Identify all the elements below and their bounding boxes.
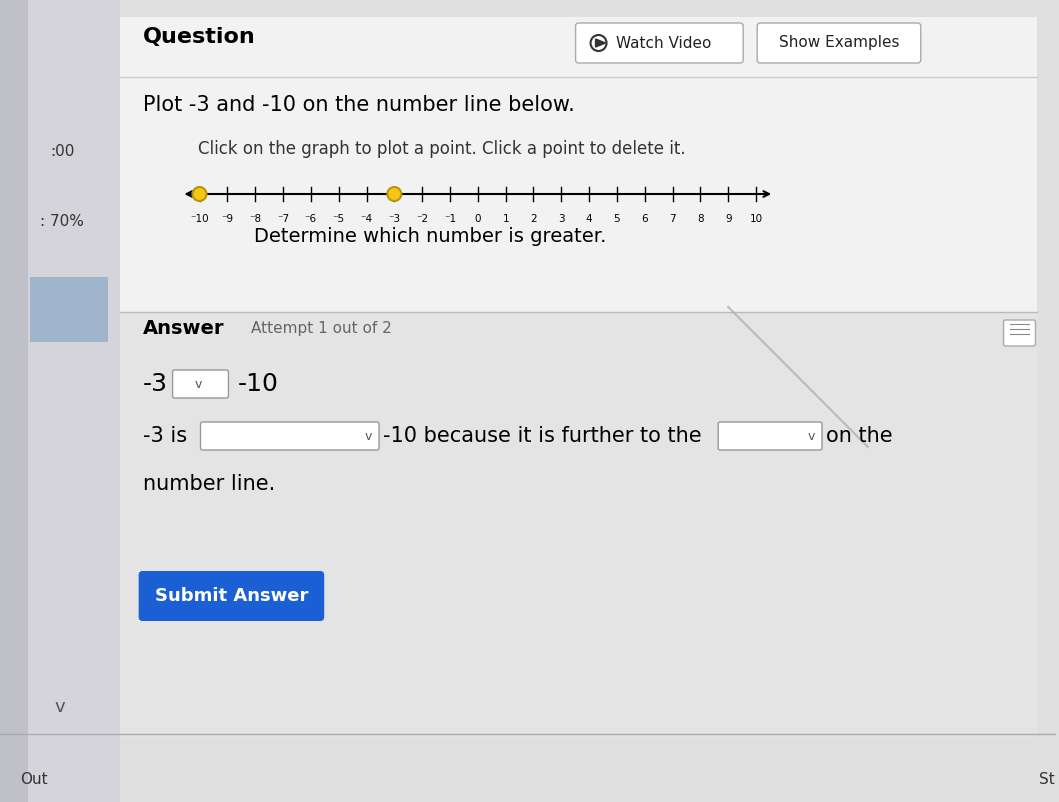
- Text: v: v: [808, 430, 815, 443]
- Circle shape: [193, 187, 207, 201]
- Text: 8: 8: [697, 214, 704, 224]
- Text: St: St: [1040, 772, 1055, 788]
- FancyBboxPatch shape: [757, 23, 920, 63]
- Text: ⁻2: ⁻2: [416, 214, 428, 224]
- Text: Out: Out: [20, 772, 48, 788]
- Text: 3: 3: [558, 214, 564, 224]
- FancyBboxPatch shape: [28, 0, 120, 802]
- Text: 0: 0: [474, 214, 481, 224]
- Text: ⁻3: ⁻3: [389, 214, 400, 224]
- Text: 2: 2: [531, 214, 537, 224]
- Text: 6: 6: [642, 214, 648, 224]
- Text: 10: 10: [750, 214, 762, 224]
- Circle shape: [388, 187, 401, 201]
- FancyBboxPatch shape: [120, 312, 1038, 737]
- Text: Submit Answer: Submit Answer: [155, 587, 308, 605]
- Polygon shape: [595, 39, 606, 47]
- Text: Attempt 1 out of 2: Attempt 1 out of 2: [251, 322, 392, 337]
- Text: ⁻5: ⁻5: [333, 214, 345, 224]
- FancyBboxPatch shape: [0, 0, 28, 802]
- Text: ⁻6: ⁻6: [305, 214, 317, 224]
- Text: ⁻10: ⁻10: [191, 214, 209, 224]
- Text: -3 is: -3 is: [143, 426, 186, 446]
- Text: -3: -3: [143, 372, 167, 396]
- Text: ⁻8: ⁻8: [249, 214, 262, 224]
- Text: Plot -3 and -10 on the number line below.: Plot -3 and -10 on the number line below…: [143, 95, 574, 115]
- Text: ⁻1: ⁻1: [444, 214, 456, 224]
- Text: 9: 9: [725, 214, 732, 224]
- Text: 4: 4: [586, 214, 592, 224]
- Text: Determine which number is greater.: Determine which number is greater.: [254, 228, 607, 246]
- FancyBboxPatch shape: [576, 23, 743, 63]
- Text: Question: Question: [143, 27, 255, 47]
- Text: ⁻9: ⁻9: [221, 214, 233, 224]
- FancyBboxPatch shape: [30, 277, 108, 342]
- Text: : 70%: : 70%: [40, 214, 84, 229]
- Text: v: v: [55, 698, 66, 716]
- Text: on the: on the: [826, 426, 893, 446]
- Text: 1: 1: [502, 214, 509, 224]
- Text: Watch Video: Watch Video: [616, 35, 712, 51]
- FancyBboxPatch shape: [139, 571, 324, 621]
- Text: number line.: number line.: [143, 474, 275, 494]
- FancyBboxPatch shape: [200, 422, 379, 450]
- Text: 7: 7: [669, 214, 676, 224]
- Text: Show Examples: Show Examples: [778, 35, 899, 51]
- FancyBboxPatch shape: [718, 422, 822, 450]
- Text: Answer: Answer: [143, 319, 225, 338]
- Text: -10 because it is further to the: -10 because it is further to the: [383, 426, 702, 446]
- Text: -10: -10: [237, 372, 279, 396]
- Text: 5: 5: [613, 214, 621, 224]
- Text: ⁻4: ⁻4: [360, 214, 373, 224]
- Text: v: v: [195, 378, 202, 391]
- Text: ⁻7: ⁻7: [277, 214, 289, 224]
- Text: v: v: [365, 430, 373, 443]
- FancyBboxPatch shape: [120, 17, 1038, 312]
- FancyBboxPatch shape: [173, 370, 229, 398]
- Text: :00: :00: [50, 144, 74, 160]
- Text: Click on the graph to plot a point. Click a point to delete it.: Click on the graph to plot a point. Clic…: [198, 140, 685, 158]
- FancyBboxPatch shape: [1004, 320, 1036, 346]
